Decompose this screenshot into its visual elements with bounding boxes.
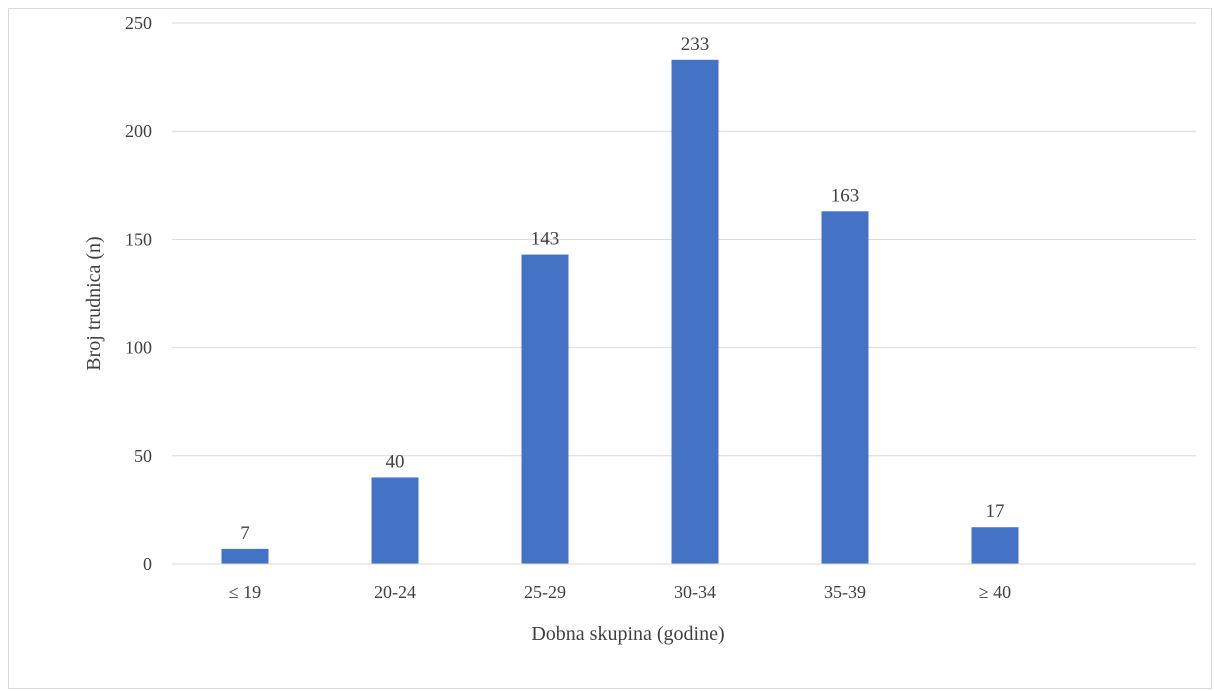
data-label: 143 bbox=[531, 229, 560, 250]
data-label: 40 bbox=[386, 451, 405, 472]
x-tick-label: 25-29 bbox=[524, 582, 566, 602]
data-label: 7 bbox=[240, 523, 250, 544]
bar bbox=[671, 59, 719, 565]
y-axis-ticks: 0 50 100 150 200 250 bbox=[125, 13, 152, 574]
bars bbox=[221, 59, 1019, 565]
y-tick-label: 200 bbox=[125, 121, 152, 141]
x-tick-label: ≤ 19 bbox=[229, 582, 261, 602]
x-tick-label: 20-24 bbox=[374, 582, 416, 602]
y-tick-label: 100 bbox=[125, 338, 152, 358]
y-tick-label: 0 bbox=[143, 554, 152, 574]
x-axis-ticks: ≤ 19 20-24 25-29 30-34 35-39 ≥ 40 bbox=[229, 582, 1011, 602]
data-label: 233 bbox=[681, 34, 710, 55]
x-tick-label: 35-39 bbox=[824, 582, 866, 602]
bar bbox=[971, 527, 1019, 564]
chart-frame bbox=[8, 8, 1212, 689]
y-tick-label: 250 bbox=[125, 13, 152, 33]
x-tick-label: 30-34 bbox=[674, 582, 716, 602]
bar bbox=[521, 254, 569, 564]
data-label: 163 bbox=[831, 185, 860, 206]
y-axis-title: Broj trudnica (n) bbox=[83, 236, 105, 370]
bar bbox=[821, 211, 869, 564]
x-axis-title: Dobna skupina (godine) bbox=[531, 623, 724, 645]
data-label: 17 bbox=[986, 501, 1005, 522]
y-tick-label: 50 bbox=[134, 446, 152, 466]
bar bbox=[371, 477, 419, 564]
y-tick-label: 150 bbox=[125, 229, 152, 249]
x-tick-label: ≥ 40 bbox=[979, 582, 1011, 602]
data-labels: 7 40 143 233 163 17 bbox=[240, 34, 1004, 544]
bar bbox=[221, 548, 269, 564]
